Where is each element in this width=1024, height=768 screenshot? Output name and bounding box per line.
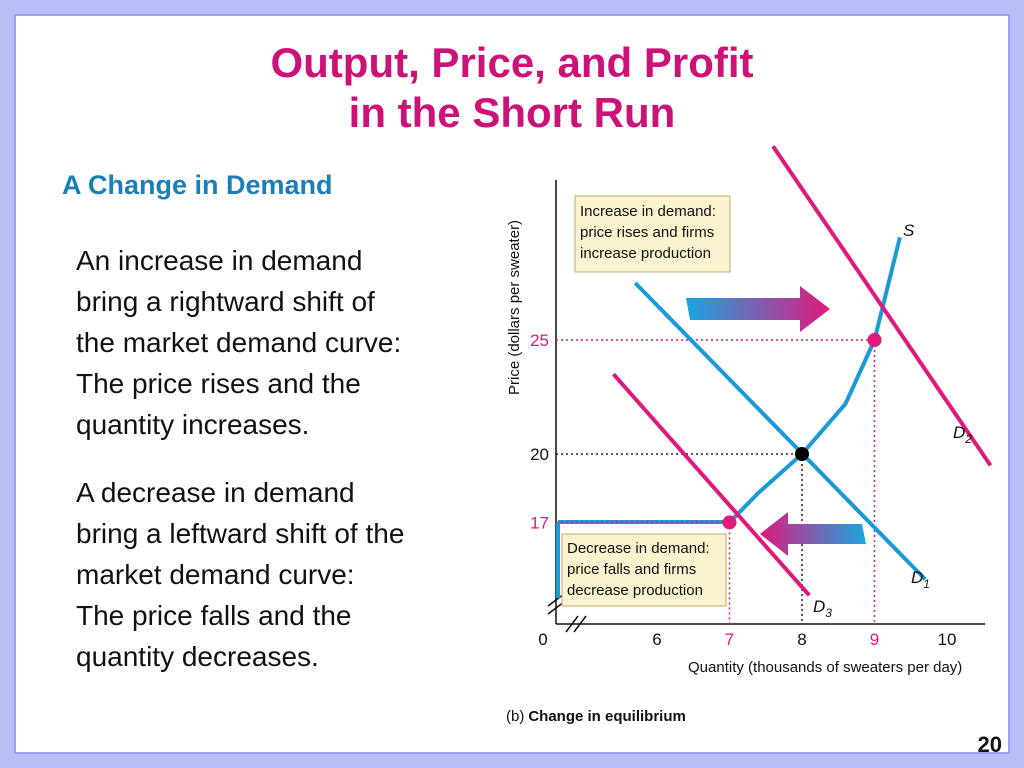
chart-caption: (b) Change in equilibrium [506, 708, 686, 725]
decrease-annotation-line: price falls and firms [567, 561, 696, 578]
x-axis-label: Quantity (thousands of sweaters per day) [688, 659, 962, 676]
caption-prefix: (b) [506, 708, 524, 725]
curve-s [728, 236, 902, 524]
y-tick-label: 17 [530, 513, 549, 532]
x-tick-label: 7 [725, 630, 734, 649]
y-tick-label: 20 [530, 445, 549, 464]
equilibrium-point [722, 515, 737, 530]
para2-line: market demand curve: [76, 559, 355, 590]
axis-break-y [547, 593, 565, 615]
x-tick-label: 0 [538, 630, 547, 649]
paragraph-decrease: A decrease in demand bring a leftward sh… [76, 472, 486, 677]
y-axis-label: Price (dollars per sweater) [506, 220, 523, 395]
curve-label-d1: D1 [911, 568, 930, 591]
title-line-1: Output, Price, and Profit [270, 39, 754, 86]
y-tick-label: 25 [530, 331, 549, 350]
para1-line: the market demand curve: [76, 327, 402, 358]
para1-line: An increase in demand [76, 245, 363, 276]
decrease-annotation-line: decrease production [567, 582, 703, 599]
curve-d2 [771, 145, 993, 467]
slide-title: Output, Price, and Profit in the Short R… [0, 38, 1024, 138]
curve-label-d3: D3 [813, 597, 832, 620]
increase-annotation-box [574, 195, 731, 273]
para1-line: quantity increases. [76, 409, 310, 440]
para2-line: quantity decreases. [76, 641, 319, 672]
title-line-2: in the Short Run [348, 89, 676, 136]
equilibrium-point [795, 447, 809, 461]
curve-label-s: S [903, 221, 915, 240]
increase-annotation-line: Increase in demand: [580, 203, 716, 220]
axis-break-x [565, 615, 587, 633]
x-tick-label: 8 [797, 630, 806, 649]
increase-annotation-line: increase production [580, 245, 711, 262]
decrease-annotation-line: Decrease in demand: [567, 540, 710, 557]
curve-label-d2: D2 [953, 423, 972, 446]
rightward-shift-arrow [686, 286, 830, 332]
para2-line: A decrease in demand [76, 477, 355, 508]
para1-line: bring a rightward shift of [76, 286, 375, 317]
decrease-annotation-box [561, 533, 727, 607]
caption-text: Change in equilibrium [528, 708, 686, 725]
para2-line: bring a leftward shift of the [76, 518, 405, 549]
para1-line: The price rises and the [76, 368, 361, 399]
paragraph-increase: An increase in demand bring a rightward … [76, 240, 486, 445]
x-tick-label: 10 [938, 630, 957, 649]
x-tick-label: 6 [652, 630, 661, 649]
x-tick-label: 9 [870, 630, 879, 649]
leftward-shift-arrow [760, 512, 866, 556]
equilibrium-point [867, 333, 882, 347]
subheading: A Change in Demand [62, 170, 333, 200]
para2-line: The price falls and the [76, 600, 352, 631]
page-number: 20 [977, 732, 1002, 757]
slide-border [14, 14, 1010, 754]
curve-d3 [612, 372, 811, 597]
curve-d1 [633, 281, 927, 581]
increase-annotation-line: price rises and firms [580, 224, 714, 241]
